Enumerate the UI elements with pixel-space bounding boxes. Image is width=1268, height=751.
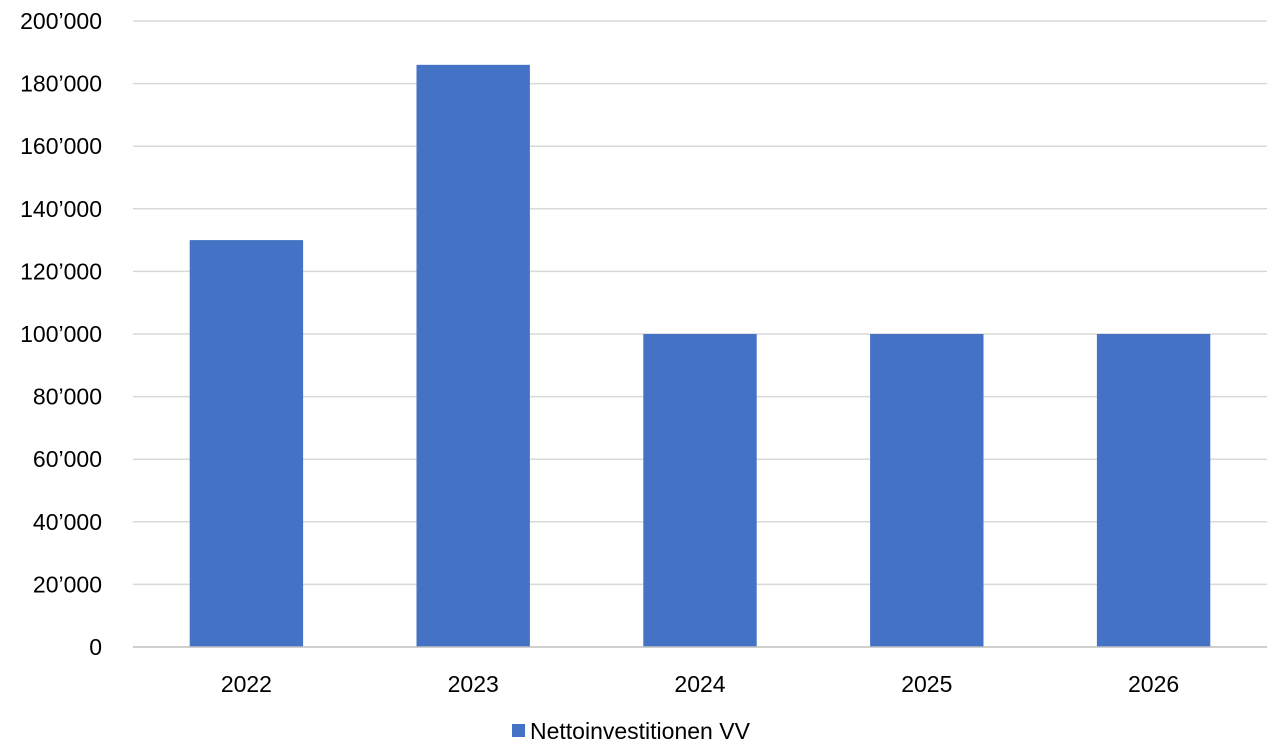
bar-2026 [1096,334,1211,647]
bar-2022 [189,240,304,647]
y-tick-label: 140’000 [20,196,102,222]
y-tick-label: 100’000 [20,321,102,347]
y-tick-label: 40’000 [33,509,102,535]
x-tick-label: 2025 [901,671,952,697]
y-tick-label: 80’000 [33,384,102,410]
x-tick-labels: 2022 2023 2024 2025 2026 [221,671,1179,697]
y-tick-labels: 0 20’000 40’000 60’000 80’000 100’000 120’000 1… [20,8,102,660]
y-tick-label: 0 [89,634,102,660]
y-tick-label: 200’000 [20,8,102,34]
legend-label: Nettoinvestitionen VV [530,718,751,744]
y-tick-label: 180’000 [20,71,102,97]
bar-2024 [643,334,757,647]
x-tick-label: 2026 [1128,671,1179,697]
x-tick-label: 2023 [448,671,499,697]
x-tick-label: 2022 [221,671,272,697]
y-tick-label: 60’000 [33,446,102,472]
y-tick-label: 120’000 [20,258,102,284]
y-tick-label: 20’000 [33,571,102,597]
x-tick-label: 2024 [674,671,725,697]
legend-swatch [512,724,525,737]
legend: Nettoinvestitionen VV [512,718,751,744]
y-tick-label: 160’000 [20,133,102,159]
bar-2025 [870,334,984,647]
bars [189,64,1211,647]
bar-2023 [416,64,530,647]
